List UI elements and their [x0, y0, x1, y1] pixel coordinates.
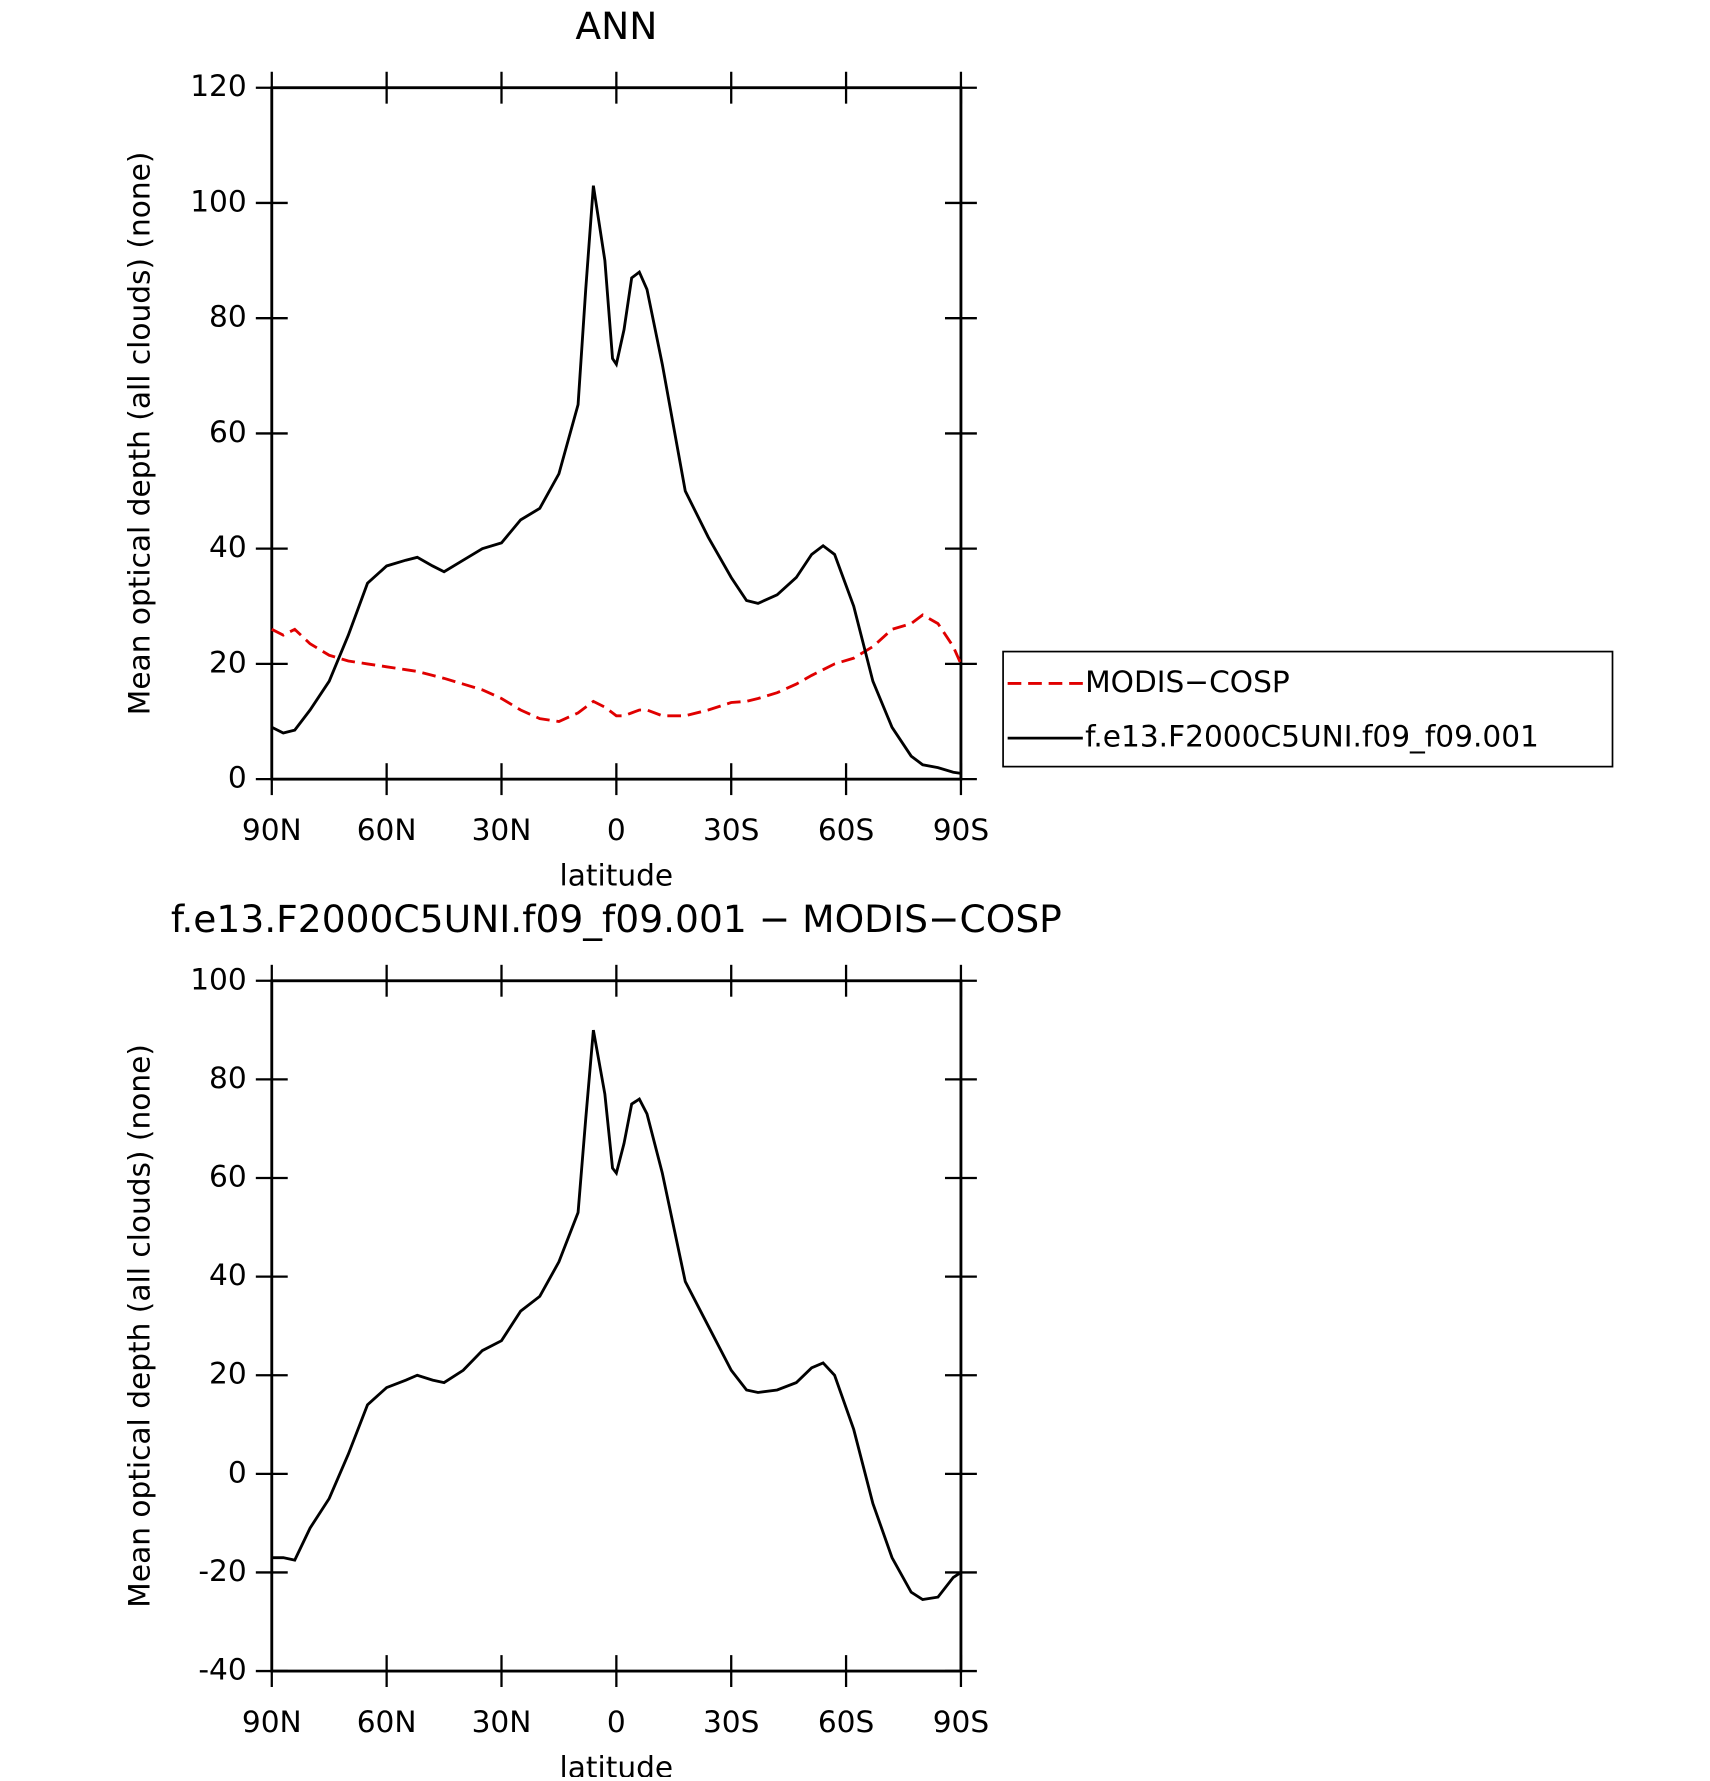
y-tick-label: 0 — [228, 1455, 247, 1489]
y-axis-label: Mean optical depth (all clouds) (none) — [122, 1044, 156, 1608]
legend-label: MODIS−COSP — [1085, 665, 1290, 699]
x-axis-label: latitude — [560, 859, 674, 893]
y-tick-label: 100 — [190, 962, 247, 996]
y-tick-label: 0 — [228, 761, 247, 795]
chart-title: ANN — [575, 4, 657, 48]
y-tick-label: 40 — [209, 530, 247, 564]
x-tick-label: 90N — [242, 813, 302, 847]
x-tick-label: 90S — [933, 1705, 989, 1739]
data-line — [271, 185, 962, 775]
x-tick-label: 0 — [607, 1705, 626, 1739]
data-line — [271, 1029, 962, 1602]
data-line — [271, 613, 963, 723]
y-tick-label: 20 — [209, 645, 247, 679]
plot-frame — [270, 979, 963, 1673]
x-tick-label: 30S — [703, 813, 759, 847]
y-tick-label: 20 — [209, 1357, 247, 1391]
legend-label: f.e13.F2000C5UNI.f09_f09.001 — [1085, 720, 1539, 754]
x-tick-label: 60N — [357, 1705, 417, 1739]
x-tick-label: 60S — [818, 1705, 874, 1739]
y-tick-label: -40 — [198, 1653, 246, 1687]
x-tick-label: 90S — [933, 813, 989, 847]
x-tick-label: 30N — [472, 1705, 532, 1739]
y-axis-label: Mean optical depth (all clouds) (none) — [122, 152, 156, 716]
plot-frame — [270, 86, 963, 781]
y-tick-label: 40 — [209, 1258, 247, 1292]
x-axis-label: latitude — [560, 1751, 674, 1777]
x-tick-label: 30N — [472, 813, 532, 847]
x-tick-label: 60N — [357, 813, 417, 847]
y-tick-label: 100 — [190, 184, 247, 218]
x-tick-label: 30S — [703, 1705, 759, 1739]
x-tick-label: 0 — [607, 813, 626, 847]
chart-title: f.e13.F2000C5UNI.f09_f09.001 − MODIS−COS… — [171, 897, 1062, 941]
y-tick-label: 60 — [209, 1159, 247, 1193]
legend-box — [1002, 650, 1614, 768]
y-tick-label: -20 — [198, 1554, 246, 1588]
y-tick-label: 80 — [209, 1061, 247, 1095]
y-tick-label: 80 — [209, 300, 247, 334]
y-tick-label: 60 — [209, 415, 247, 449]
y-tick-label: 120 — [190, 69, 247, 103]
x-tick-label: 60S — [818, 813, 874, 847]
x-tick-label: 90N — [242, 1705, 302, 1739]
